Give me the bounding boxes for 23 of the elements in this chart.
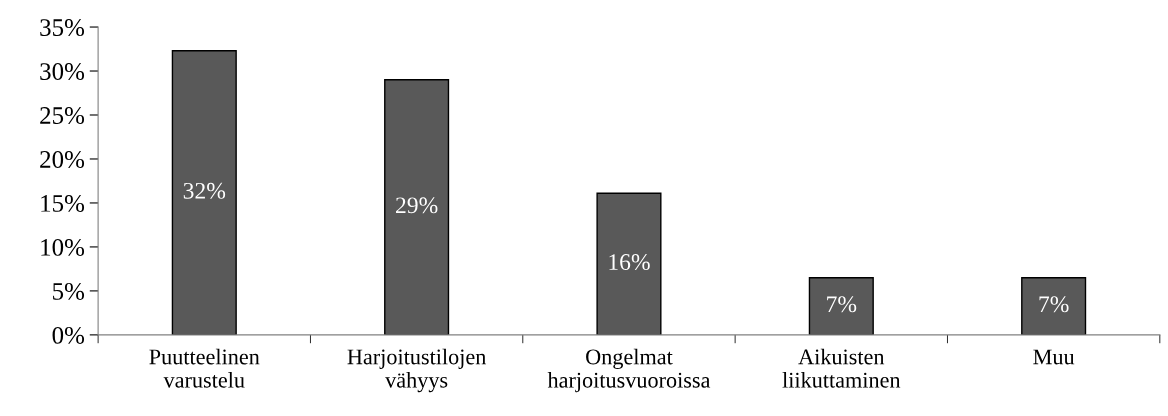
x-tick-label: Ongelmat harjoitusvuoroissa [547,348,711,393]
bar [171,50,237,335]
y-tick-label: 35% [40,19,85,37]
y-tick-label: 15% [41,195,85,212]
y-tick-label: 0% [52,326,85,344]
bar [1021,277,1087,335]
data-label: 32% [183,182,226,199]
data-label: 7% [827,296,857,313]
data-label: 16% [609,254,650,271]
x-tick-label: Muu [1033,349,1075,365]
bar [596,192,662,335]
y-tick-label: 10% [41,238,85,256]
x-tick-label: Harjoitustilojen vähyys [347,348,487,393]
data-label: 7% [1039,296,1069,313]
y-tick-label: 20% [40,151,85,168]
x-tick-label: Aikuisten liikuttaminen [782,348,901,388]
y-tick-label: 5% [53,282,85,300]
bar [384,79,450,335]
bar [808,277,874,335]
y-tick-label: 25% [40,107,85,124]
x-tick-label: Puutteelinen varustelu [149,348,260,388]
data-label: 29% [396,197,438,214]
y-tick-label: 30% [40,63,85,81]
